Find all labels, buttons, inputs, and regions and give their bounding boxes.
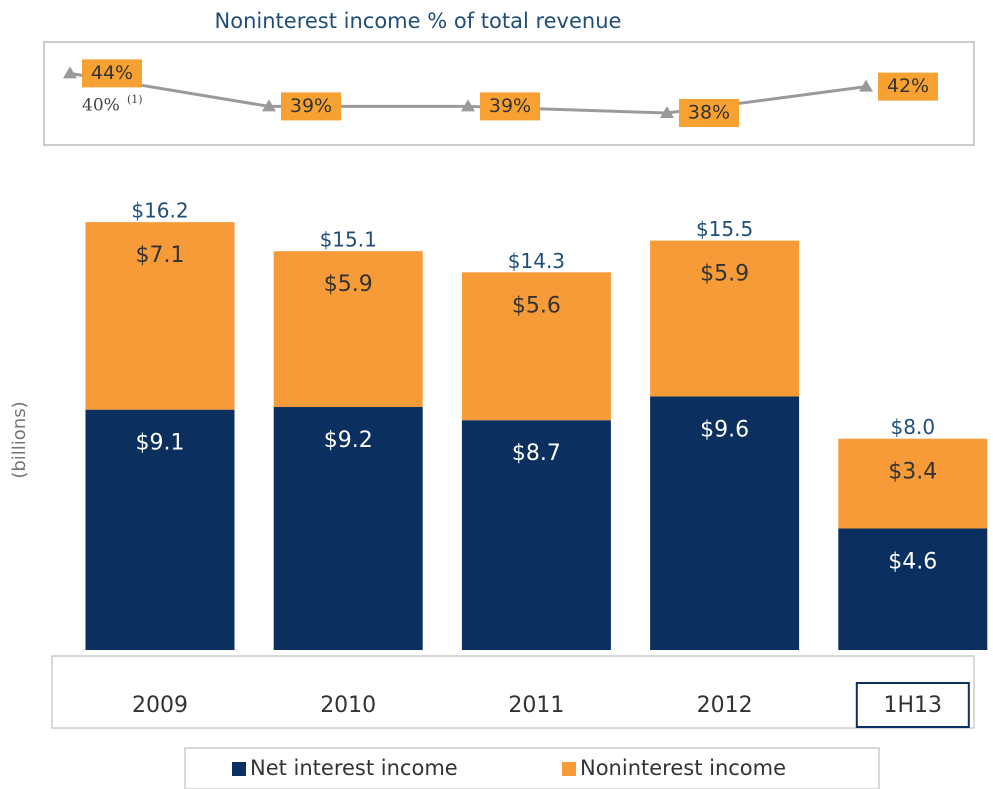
bar-segment: [273, 407, 423, 650]
marker: [660, 106, 674, 118]
legend-swatch: [232, 762, 246, 776]
value-label: 38%: [688, 102, 730, 124]
total-label: $14.3: [508, 249, 565, 273]
bar-segment: [461, 272, 611, 421]
annotation-note: (1): [127, 93, 143, 106]
segment-label: $9.6: [700, 417, 749, 442]
segment-label: $9.1: [136, 431, 185, 456]
value-label-box: [480, 92, 540, 121]
marker: [461, 99, 475, 112]
value-label: 39%: [489, 95, 531, 117]
value-label-box: [281, 92, 341, 121]
value-label-box: [878, 72, 938, 101]
legend-box: [184, 747, 880, 789]
x-tick-label: 2009: [132, 693, 188, 718]
segment-label: $9.2: [324, 428, 373, 453]
marker: [859, 79, 873, 92]
value-label-box: [82, 59, 142, 88]
x-tick-label: 2010: [320, 693, 376, 718]
x-tick-label: 1H13: [884, 693, 943, 718]
legend-label: Noninterest income: [580, 756, 786, 780]
bar-segment: [461, 420, 611, 650]
category-box: [51, 655, 975, 729]
marker: [262, 99, 276, 112]
value-label: 44%: [91, 62, 133, 84]
value-label-box: [679, 99, 739, 127]
category-highlight: [855, 682, 970, 728]
legend-label: Net interest income: [250, 756, 458, 780]
bar-segment: [85, 222, 235, 410]
total-label: $8.0: [891, 415, 936, 439]
total-label: $15.5: [696, 217, 753, 241]
bar-segment: [273, 251, 423, 408]
segment-label: $5.6: [512, 293, 561, 318]
segment-label: $5.9: [700, 262, 749, 287]
x-tick-label: 2011: [508, 693, 564, 718]
segment-label: $5.9: [324, 272, 373, 297]
total-label: $16.2: [131, 199, 188, 223]
x-tick-label: 2012: [697, 693, 753, 718]
legend-swatch: [562, 762, 576, 776]
line-title: Noninterest income % of total revenue: [215, 9, 622, 33]
total-label: $15.1: [320, 228, 377, 252]
segment-label: $8.7: [512, 441, 561, 466]
line-box: [43, 41, 975, 146]
annotation: 40%: [82, 96, 120, 116]
bar-segment: [650, 240, 800, 397]
segment-label: $4.6: [888, 550, 937, 575]
bar-segment: [838, 438, 988, 529]
segment-label: $7.1: [136, 243, 185, 268]
segment-label: $3.4: [888, 460, 937, 485]
bar-segment: [85, 409, 235, 650]
y-axis-label: (billions): [9, 401, 30, 478]
value-label: 39%: [290, 95, 332, 117]
bar-segment: [838, 528, 988, 650]
bar-segment: [650, 396, 800, 650]
marker: [63, 66, 77, 79]
value-label: 42%: [887, 75, 929, 97]
